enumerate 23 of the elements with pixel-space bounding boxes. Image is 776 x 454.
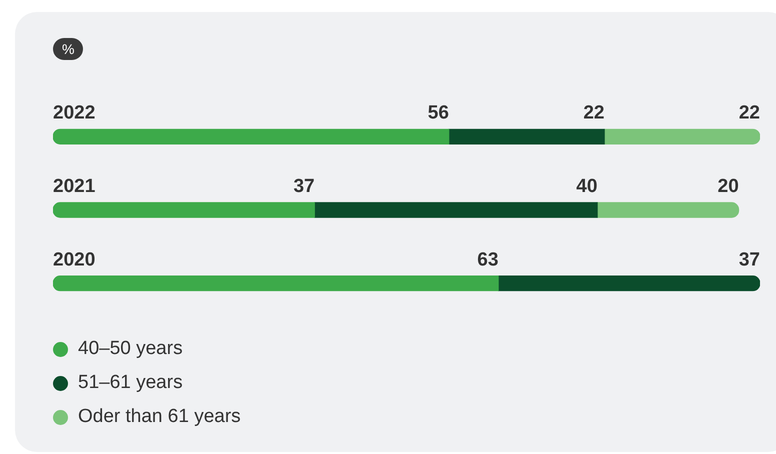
data-label: 37 bbox=[293, 176, 315, 197]
data-label: 63 bbox=[477, 249, 498, 270]
data-label: 20 bbox=[718, 176, 739, 197]
chart-title: % bbox=[53, 38, 84, 60]
bar bbox=[53, 276, 499, 292]
bar bbox=[314, 202, 598, 218]
y-tick-label: 2021 bbox=[53, 176, 96, 197]
legend-label: Oder than 61 years bbox=[78, 406, 241, 428]
data-label: 37 bbox=[738, 249, 760, 270]
bar bbox=[448, 128, 605, 144]
y-tick-label: 2022 bbox=[53, 102, 96, 124]
bar bbox=[53, 202, 315, 218]
bar bbox=[597, 202, 740, 218]
bar bbox=[604, 128, 760, 144]
data-label: 40 bbox=[576, 176, 598, 197]
y-tick-label: 2020 bbox=[53, 249, 96, 270]
bar bbox=[498, 276, 760, 292]
legend-label: 51–61 years bbox=[78, 372, 183, 394]
data-label: 22 bbox=[583, 102, 604, 124]
bar bbox=[53, 128, 450, 144]
data-label: 22 bbox=[738, 102, 760, 124]
legend-label: 40–50 years bbox=[78, 338, 183, 360]
data-label: 56 bbox=[428, 102, 449, 124]
